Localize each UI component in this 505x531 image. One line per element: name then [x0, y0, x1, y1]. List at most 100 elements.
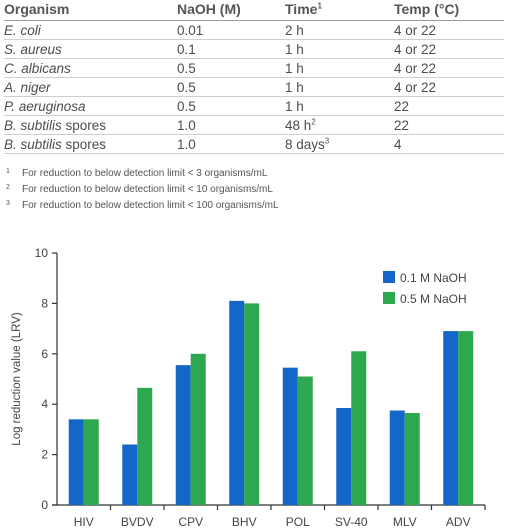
cell-organism: B. subtilis spores — [4, 135, 106, 154]
table-row: C. albicans 0.5 1 h 4 or 22 — [4, 59, 504, 78]
table-row: P. aeruginosa 0.5 1 h 22 — [4, 97, 504, 116]
time-value: 2 h — [285, 23, 304, 38]
footnote-text: For reduction to below detection limit <… — [22, 168, 268, 179]
y-tick-label: 4 — [41, 397, 48, 411]
cell-naoh: 0.5 — [177, 80, 196, 95]
bar-series1 — [443, 331, 459, 505]
footnote-number: 2 — [6, 184, 10, 191]
footnote-text: For reduction to below detection limit <… — [22, 184, 273, 195]
x-tick-label: ADV — [446, 515, 471, 529]
legend-label: 0.1 M NaOH — [400, 271, 467, 285]
cell-temp: 4 or 22 — [394, 42, 437, 57]
cell-temp: 22 — [394, 118, 410, 133]
bar-series2 — [458, 331, 474, 505]
table-row: S. aureus 0.1 1 h 4 or 22 — [4, 40, 504, 59]
time-value: 1 h — [285, 61, 304, 76]
header-time-footnote: 1 — [317, 1, 322, 11]
bar-series2 — [190, 353, 206, 505]
organism-name: B. subtilis — [4, 118, 62, 133]
footnote-text: For reduction to below detection limit <… — [22, 200, 279, 211]
time-value: 8 days — [285, 137, 325, 152]
cell-naoh: 1.0 — [177, 137, 196, 152]
time-footnote: 2 — [311, 117, 316, 127]
cell-naoh: 0.01 — [177, 23, 204, 38]
organism-suffix: spores — [61, 118, 107, 133]
organism-suffix: spores — [61, 137, 107, 152]
x-tick-label: BVDV — [121, 515, 154, 529]
x-tick-label: SV-40 — [335, 515, 368, 529]
bar-series1 — [68, 419, 84, 505]
cell-time: 48 h2 — [285, 116, 316, 135]
cell-organism: B. subtilis spores — [4, 116, 106, 135]
time-footnote: 3 — [324, 136, 330, 146]
cell-naoh: 1.0 — [177, 118, 196, 133]
organism-name: E. coli — [4, 23, 41, 38]
legend-swatch — [383, 271, 395, 283]
y-tick-label: 0 — [41, 498, 48, 512]
cell-time: 2 h — [285, 21, 304, 40]
cell-naoh: 0.1 — [177, 42, 196, 57]
y-tick-label: 2 — [41, 448, 48, 462]
cell-organism: P. aeruginosa — [4, 97, 86, 116]
table-row: A. niger 0.5 1 h 4 or 22 — [4, 78, 504, 97]
bar-series1 — [122, 444, 138, 505]
y-tick-label: 6 — [41, 347, 48, 361]
footnote-number: 1 — [6, 168, 10, 175]
lrv-bar-chart: 0 2 4 6 8 10 Log reduction value (LRV) HIV BVDV C… — [11, 246, 486, 529]
cell-time: 8 days3 — [285, 135, 329, 154]
header-organism: Organism — [4, 1, 70, 17]
bar-series2 — [244, 303, 260, 505]
header-time-label: Time — [285, 1, 318, 17]
bar-series2 — [83, 419, 99, 505]
bar-series2 — [137, 387, 153, 505]
cell-time: 1 h — [285, 78, 304, 97]
cell-organism: C. albicans — [4, 59, 71, 78]
bar-series2 — [404, 413, 420, 505]
y-axis-label: Log reduction value (LRV) — [11, 312, 23, 446]
x-tick-label: MLV — [393, 515, 417, 529]
table-row: B. subtilis spores 1.0 8 days3 4 — [4, 135, 504, 154]
table-row: B. subtilis spores 1.0 48 h2 22 — [4, 116, 504, 135]
cell-naoh: 0.5 — [177, 61, 196, 76]
cell-temp: 4 — [394, 137, 402, 152]
table-row: E. coli 0.01 2 h 4 or 22 — [4, 21, 504, 40]
x-tick-label: HIV — [74, 515, 94, 529]
cell-time: 1 h — [285, 40, 304, 59]
cell-organism: S. aureus — [4, 40, 62, 59]
cell-temp: 4 or 22 — [394, 80, 437, 95]
x-tick-label: BHV — [232, 515, 257, 529]
y-tick-label: 8 — [41, 296, 48, 310]
organism-name: S. aureus — [4, 42, 62, 57]
cell-organism: A. niger — [4, 78, 51, 97]
time-value: 48 h — [285, 118, 312, 133]
bar-series2 — [351, 351, 367, 505]
bar-series1 — [389, 410, 405, 505]
time-value: 1 h — [285, 80, 304, 95]
bar-series1 — [336, 407, 352, 505]
table-body: E. coli 0.01 2 h 4 or 22 S. aureus 0.1 1 h 4 or… — [4, 21, 504, 154]
organism-name: P. aeruginosa — [4, 99, 86, 114]
cell-temp: 4 or 22 — [394, 61, 437, 76]
header-temp: Temp (°C) — [394, 1, 460, 17]
header-naoh: NaOH (M) — [177, 1, 241, 17]
time-value: 1 h — [285, 99, 304, 114]
cell-naoh: 0.5 — [177, 99, 196, 114]
bar-series1 — [229, 300, 245, 505]
cell-temp: 22 — [394, 99, 410, 114]
x-tick-label: CPV — [178, 515, 203, 529]
cell-time: 1 h — [285, 59, 304, 78]
cell-temp: 4 or 22 — [394, 23, 437, 38]
y-tick-label: 10 — [35, 246, 49, 260]
bar-series1 — [282, 367, 298, 505]
cell-time: 1 h — [285, 97, 304, 116]
cell-organism: E. coli — [4, 21, 41, 40]
x-tick-label: POL — [286, 515, 310, 529]
footnote-number: 3 — [6, 200, 10, 207]
time-value: 1 h — [285, 42, 304, 57]
organism-name: B. subtilis — [4, 137, 62, 152]
table-header-row: Organism NaOH (M) Time1 Temp (°C) — [4, 0, 504, 21]
bar-series1 — [175, 365, 191, 505]
legend-swatch — [383, 292, 395, 304]
organism-name: A. niger — [4, 80, 51, 95]
bar-series2 — [297, 376, 313, 505]
